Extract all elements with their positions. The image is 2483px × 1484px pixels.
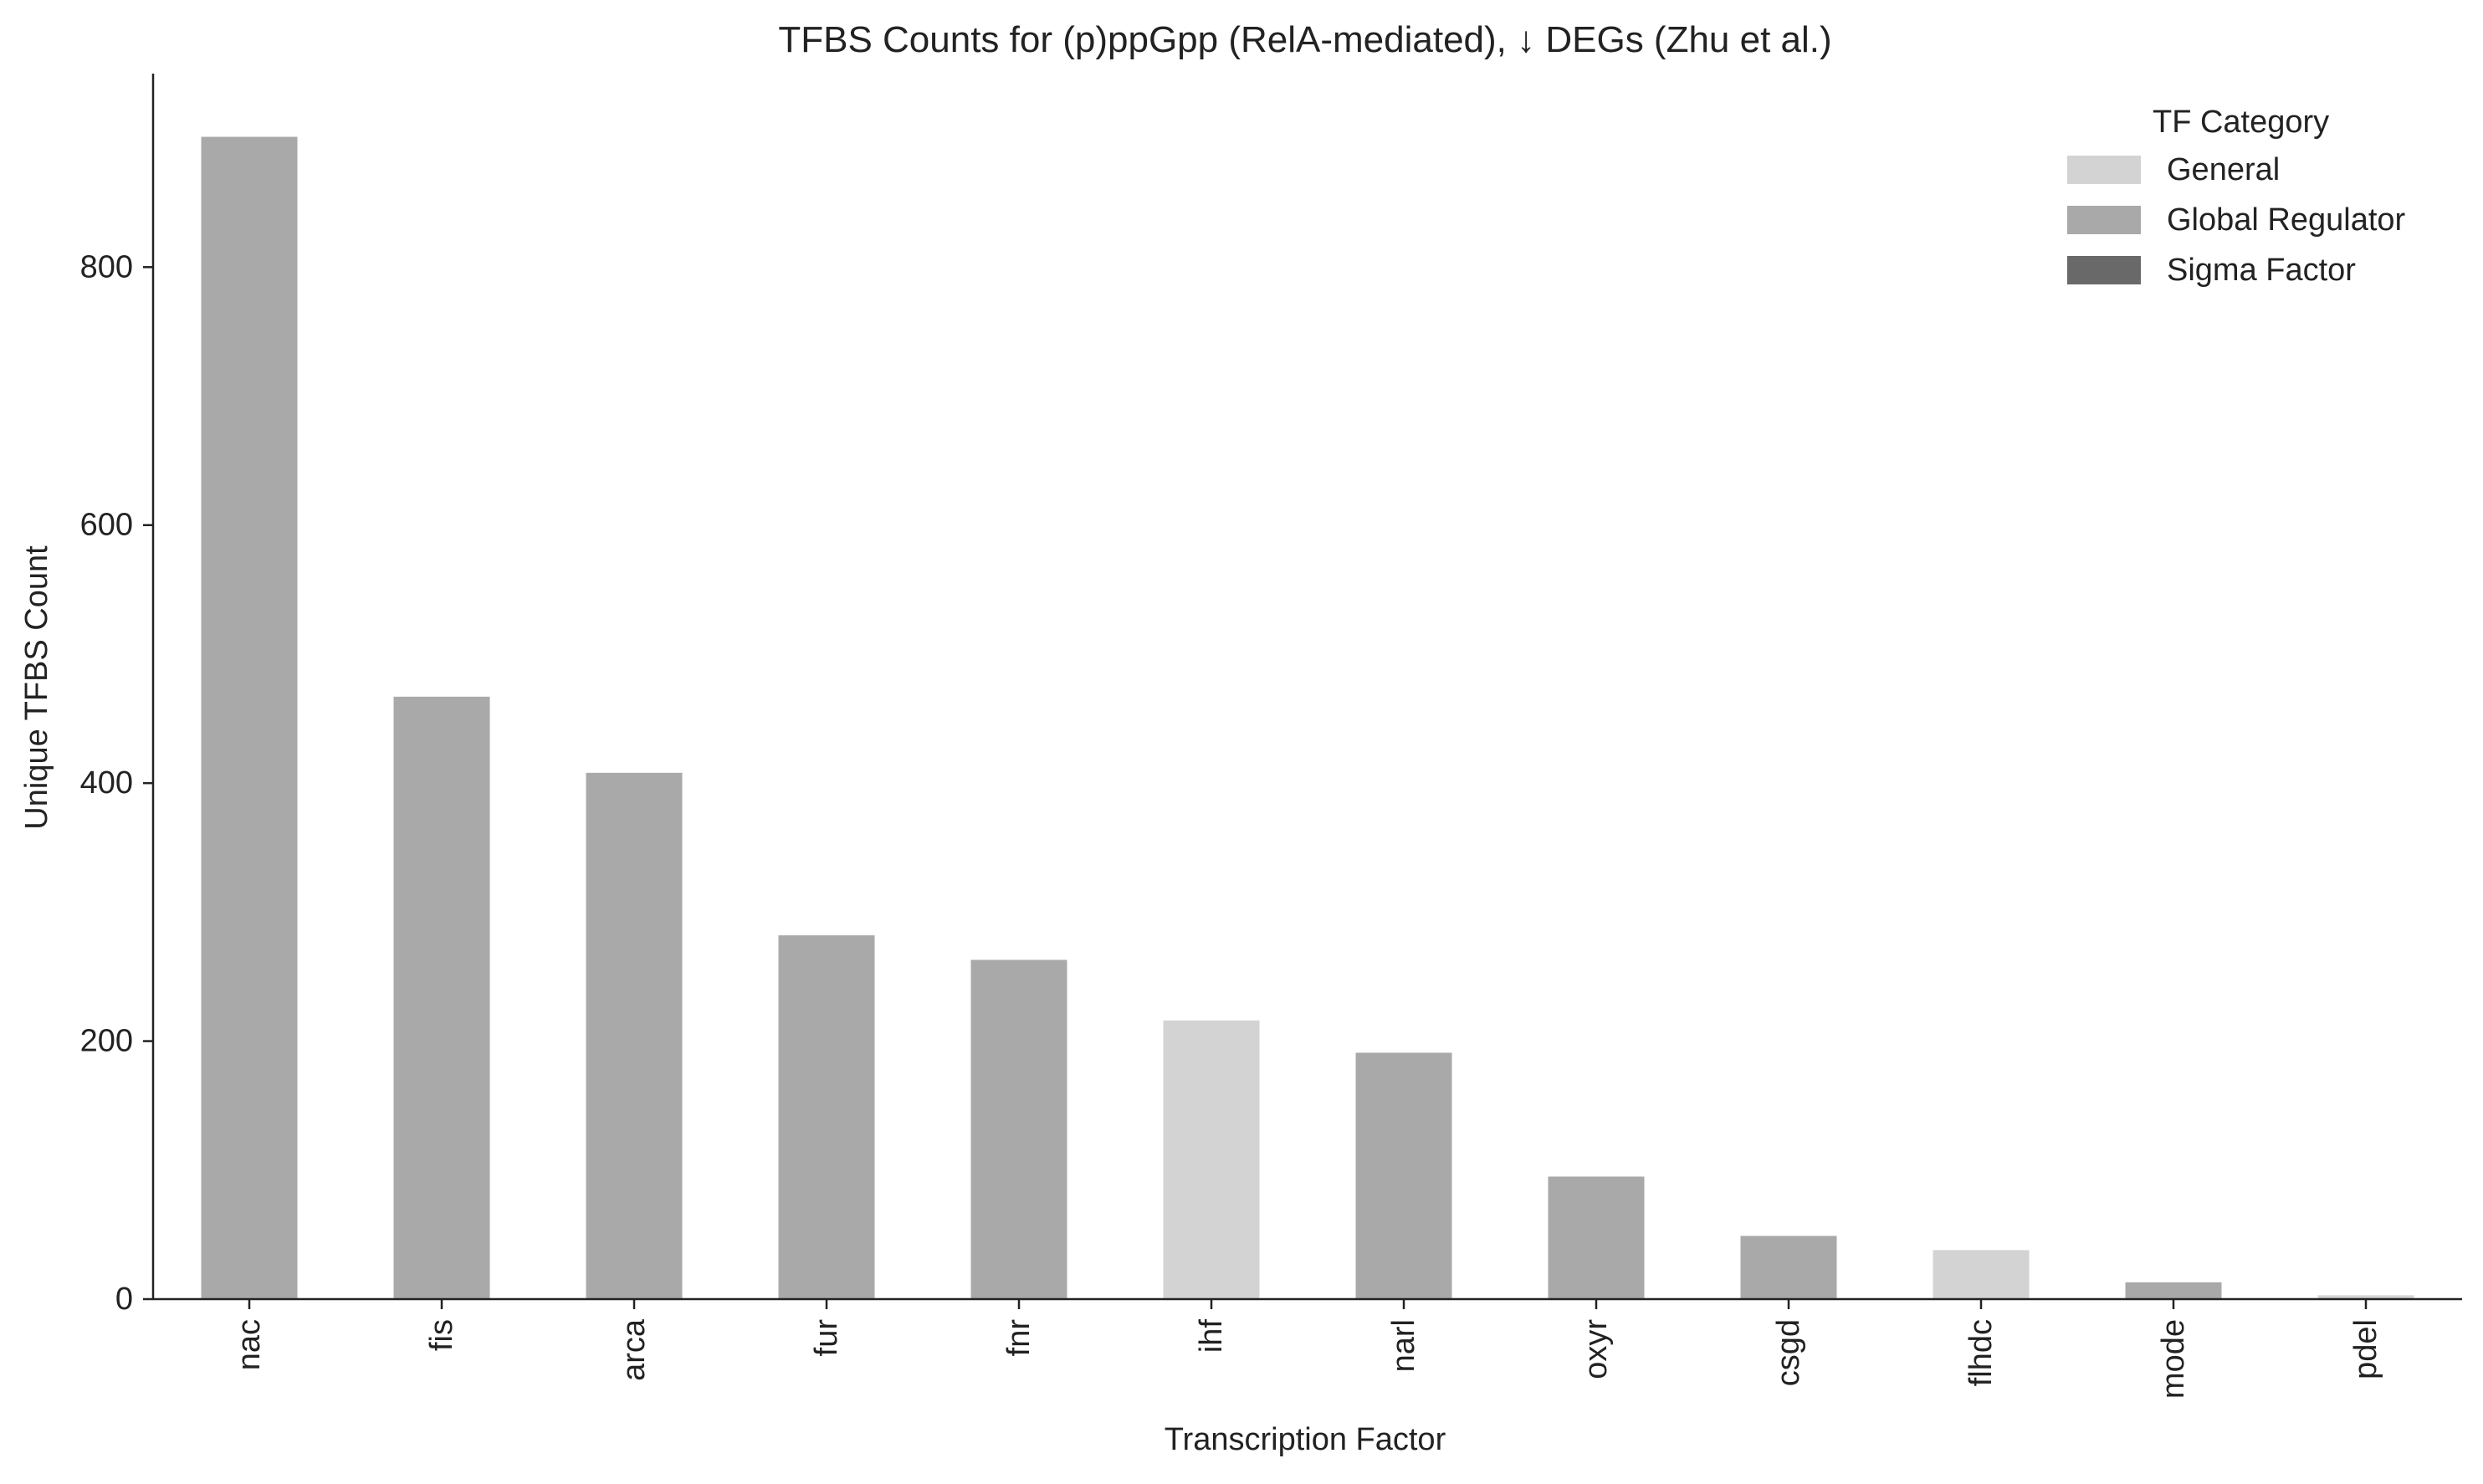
bar-mode — [2125, 1282, 2222, 1299]
bar-fis — [393, 696, 490, 1299]
legend-swatch — [2067, 206, 2141, 234]
y-tick-label: 200 — [80, 1024, 133, 1059]
legend-swatch — [2067, 156, 2141, 184]
y-tick-label: 600 — [80, 508, 133, 543]
bar-narl — [1355, 1052, 1452, 1299]
legend-label: Sigma Factor — [2167, 253, 2356, 288]
legend-label: General — [2167, 152, 2280, 187]
bar-nac — [201, 136, 298, 1300]
x-axis: nac fis arca fur fnr ihf narl oxyr csgd flhdc mode… — [153, 1297, 2462, 1399]
y-tick-label: 0 — [115, 1282, 133, 1317]
bar-csgd — [1740, 1236, 1837, 1299]
x-tick-label: ihf — [1194, 1319, 1229, 1354]
x-tick-label: fis — [424, 1319, 459, 1351]
x-axis-label: Transcription Factor — [1165, 1422, 1446, 1457]
x-tick-label: flhdc — [1963, 1319, 1999, 1386]
x-tick-label: pdel — [2348, 1319, 2383, 1379]
legend-label: Global Regulator — [2167, 202, 2406, 238]
x-tick-label: narl — [1386, 1319, 1421, 1372]
x-tick-label: mode — [2156, 1319, 2191, 1399]
bars-group — [201, 136, 2414, 1300]
x-tick-label: csgd — [1771, 1319, 1806, 1386]
y-axis: 0 200 400 600 800 — [80, 74, 155, 1317]
bar-fnr — [970, 959, 1067, 1299]
y-tick-label: 800 — [80, 249, 133, 284]
y-axis-label: Unique TFBS Count — [19, 545, 54, 830]
x-tick-label: fnr — [1001, 1319, 1037, 1357]
bar-oxyr — [1548, 1176, 1645, 1299]
x-tick-label: oxyr — [1579, 1319, 1614, 1379]
y-tick-label: 400 — [80, 765, 133, 801]
bar-fur — [778, 935, 875, 1299]
bar-arca — [586, 772, 683, 1299]
legend-swatch — [2067, 256, 2141, 284]
chart-title: TFBS Counts for (p)ppGpp (RelA-mediated)… — [778, 19, 1831, 60]
bar-flhdc — [1933, 1250, 2030, 1299]
bar-ihf — [1163, 1020, 1260, 1299]
legend: TF Category General Global Regulator Sigma… — [2067, 105, 2406, 288]
x-tick-label: arca — [617, 1318, 652, 1381]
legend-title: TF Category — [2153, 105, 2329, 140]
bar-pdel — [2317, 1295, 2414, 1299]
x-tick-label: fur — [809, 1319, 844, 1357]
x-tick-label: nac — [232, 1319, 267, 1370]
